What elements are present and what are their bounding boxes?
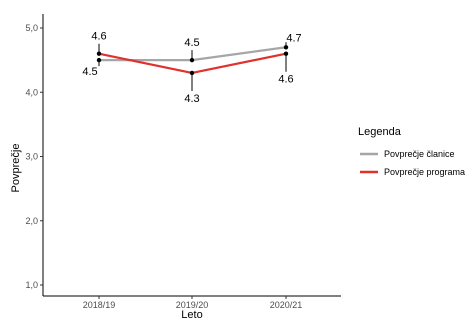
legend: Legenda Povprečje članice Povprečje progr…: [358, 126, 465, 177]
y-tick-label: 4,0: [25, 87, 38, 97]
legend-entry: Povprečje programa: [384, 167, 465, 177]
x-tick-label: 2018/19: [83, 300, 116, 310]
data-label: 4.5: [82, 66, 97, 78]
data-label: 4.6: [278, 74, 293, 86]
legend-title: Legenda: [358, 126, 402, 138]
data-label: 4.3: [184, 93, 199, 105]
x-tick-label: 2019/20: [176, 300, 209, 310]
y-tick-label: 3,0: [25, 152, 38, 162]
data-label: 4.7: [286, 32, 301, 44]
x-axis-title: Leto: [181, 309, 202, 321]
y-tick-label: 2,0: [25, 216, 38, 226]
y-axis: 1,0 2,0 3,0 4,0 5,0: [25, 14, 44, 296]
plot-area: 4.6 4.5 4.5 4.3 4.7 4.6: [82, 31, 301, 105]
y-tick-label: 1,0: [25, 280, 38, 290]
legend-entry: Povprečje članice: [384, 149, 455, 159]
y-tick-label: 5,0: [25, 23, 38, 33]
y-axis-title: Povprečje: [10, 144, 22, 193]
data-label: 4.5: [184, 37, 199, 49]
x-tick-label: 2020/21: [270, 300, 303, 310]
x-axis: 2018/19 2019/20 2020/21: [43, 295, 341, 310]
data-label: 4.6: [91, 31, 106, 43]
